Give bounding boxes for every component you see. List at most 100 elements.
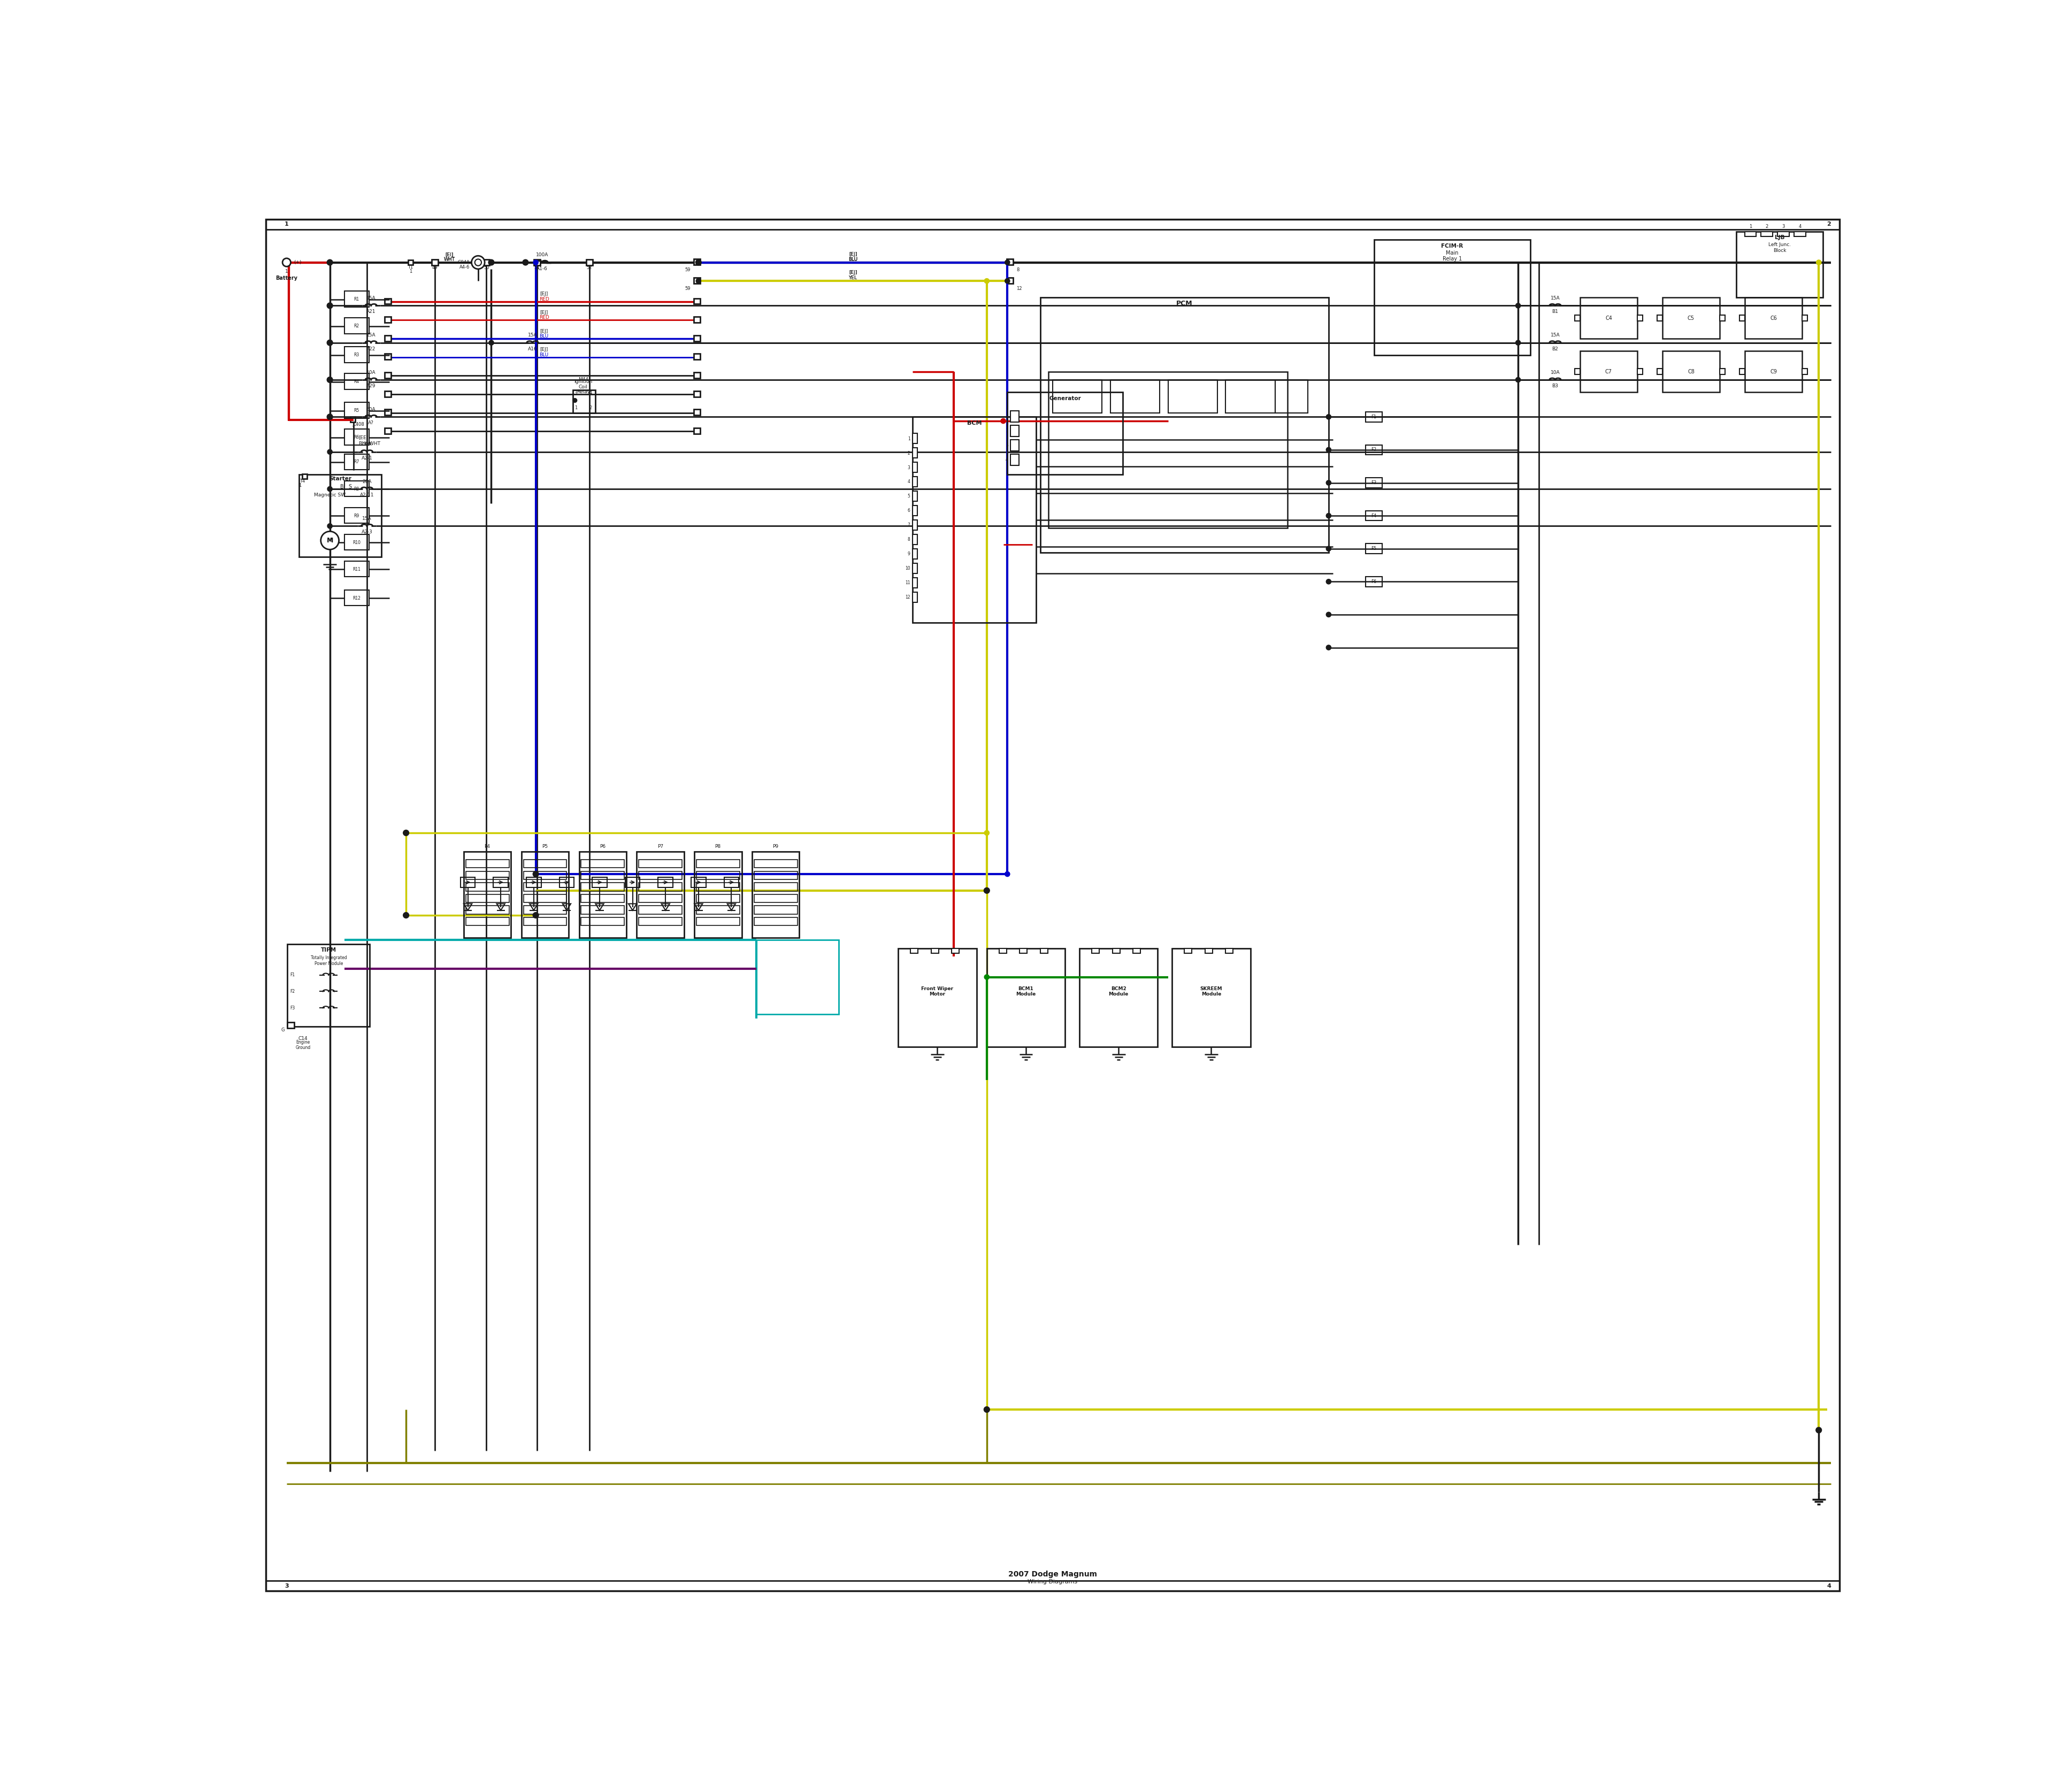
Bar (1173, 948, 1251, 1047)
Bar (1366, 478, 1382, 487)
Bar (1366, 511, 1382, 521)
Text: Front Wiper
Motor: Front Wiper Motor (922, 986, 953, 996)
Circle shape (1327, 579, 1331, 584)
Text: 50A: 50A (362, 443, 372, 446)
Text: 52: 52 (587, 265, 592, 271)
Text: R12: R12 (353, 595, 362, 600)
Bar (345, 480, 370, 496)
Bar (1093, 948, 1099, 953)
Bar (1366, 577, 1382, 586)
Bar (754, 894, 797, 903)
Bar (1580, 351, 1637, 392)
Text: C5: C5 (1688, 315, 1695, 321)
Bar (1575, 369, 1580, 375)
Bar (1366, 444, 1382, 455)
Text: Engine
Ground: Engine Ground (296, 1039, 310, 1050)
Bar (466, 883, 509, 891)
Circle shape (320, 532, 339, 550)
Bar (696, 871, 739, 880)
Bar (345, 453, 370, 470)
Bar (288, 1023, 294, 1029)
Text: 1: 1 (1748, 224, 1752, 229)
Text: 1: 1 (409, 269, 413, 274)
Bar (696, 883, 739, 891)
Bar (1048, 371, 1288, 529)
Bar (493, 878, 507, 887)
Circle shape (984, 1407, 990, 1412)
Bar (694, 335, 700, 340)
Bar (639, 894, 682, 903)
Text: Battery: Battery (275, 276, 298, 281)
Text: FCIM-R: FCIM-R (1442, 244, 1462, 249)
Text: Wiring Diagrams: Wiring Diagrams (1027, 1579, 1078, 1584)
Bar (384, 391, 390, 396)
Bar (351, 418, 355, 421)
Text: 15A: 15A (1551, 296, 1559, 301)
Circle shape (524, 260, 528, 265)
Bar (1080, 948, 1158, 1047)
Text: 15A: 15A (1551, 333, 1559, 337)
Text: Block: Block (1773, 249, 1787, 253)
Circle shape (534, 260, 538, 265)
Bar (1226, 380, 1276, 412)
Text: Relay 1: Relay 1 (1442, 256, 1462, 262)
Bar (300, 475, 382, 557)
Text: A22: A22 (366, 346, 376, 351)
Circle shape (489, 340, 493, 346)
Text: YEL: YEL (848, 276, 857, 280)
Circle shape (1004, 278, 1011, 283)
Circle shape (474, 260, 481, 265)
Circle shape (573, 398, 577, 403)
Bar (460, 878, 474, 887)
Circle shape (696, 278, 700, 283)
Text: A2-11: A2-11 (359, 493, 374, 498)
Text: 1: 1 (1006, 414, 1009, 419)
Bar (694, 851, 741, 937)
Bar (1226, 948, 1232, 953)
Text: M: M (327, 538, 333, 543)
Circle shape (984, 278, 990, 283)
Bar (694, 353, 700, 360)
Bar (912, 448, 918, 459)
Bar (384, 317, 390, 323)
Bar (1019, 948, 1027, 953)
Bar (912, 548, 918, 559)
Bar (345, 561, 370, 577)
Text: 11: 11 (906, 581, 910, 586)
Bar (526, 878, 540, 887)
Text: 8: 8 (1017, 267, 1019, 272)
Circle shape (327, 486, 333, 491)
Circle shape (1004, 871, 1011, 876)
Bar (1658, 369, 1662, 375)
Bar (384, 428, 390, 434)
Text: Starter: Starter (329, 477, 351, 482)
Text: Power Module: Power Module (314, 962, 343, 966)
Bar (1113, 948, 1119, 953)
Text: P6: P6 (600, 844, 606, 849)
Text: 51: 51 (534, 265, 540, 271)
Text: 59: 59 (684, 287, 690, 290)
Bar (1006, 278, 1013, 283)
Text: S: S (349, 484, 351, 489)
Bar (754, 905, 797, 914)
Text: M44: M44 (577, 378, 587, 382)
Text: R1: R1 (353, 297, 359, 301)
Bar (384, 353, 390, 360)
Text: P8: P8 (715, 844, 721, 849)
Bar (694, 373, 700, 378)
Text: 1: 1 (908, 435, 910, 441)
Bar (466, 894, 509, 903)
Circle shape (327, 414, 333, 419)
Text: 3: 3 (1783, 224, 1785, 229)
Text: [EE]: [EE] (359, 435, 368, 439)
Bar (345, 430, 370, 444)
Bar (1374, 240, 1530, 355)
Text: C408: C408 (353, 421, 364, 426)
Bar (431, 260, 438, 265)
Text: R10: R10 (353, 539, 362, 545)
Bar (1744, 351, 1801, 392)
Text: P5: P5 (542, 844, 548, 849)
Bar (696, 860, 739, 867)
Bar (1744, 231, 1756, 237)
Text: 2007 Dodge Magnum: 2007 Dodge Magnum (1009, 1570, 1097, 1579)
